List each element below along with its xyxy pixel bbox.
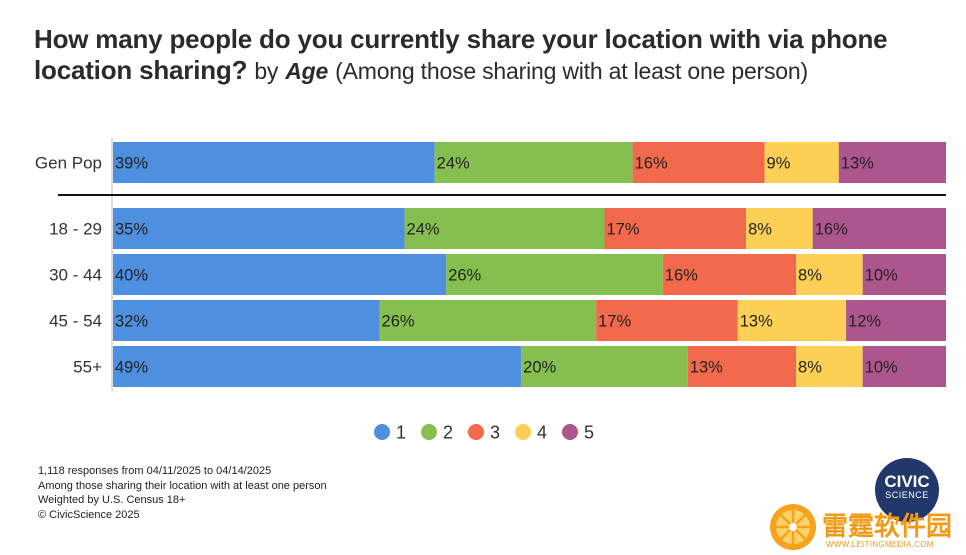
data-label: 17% xyxy=(606,221,639,239)
bar-segment xyxy=(662,254,797,295)
data-label: 12% xyxy=(848,313,881,331)
data-label: 26% xyxy=(448,267,481,285)
bar-segment xyxy=(746,208,813,249)
logo-line2: SCIENCE xyxy=(885,490,929,500)
bar-segment xyxy=(838,142,946,183)
bar-segment xyxy=(113,300,380,341)
legend-label: 3 xyxy=(490,423,500,443)
bar-segment xyxy=(796,254,863,295)
bar-segment xyxy=(846,300,946,341)
data-label: 16% xyxy=(665,267,698,285)
bar-segment xyxy=(521,346,688,387)
data-label: 9% xyxy=(767,155,791,173)
data-label: 8% xyxy=(748,221,772,239)
bar-segment xyxy=(596,300,738,341)
category-label: 45 - 54 xyxy=(49,312,102,331)
footnote-responses: 1,118 responses from 04/11/2025 to 04/14… xyxy=(38,465,272,477)
orange-slice-icon xyxy=(770,504,816,550)
legend-swatch xyxy=(468,424,484,440)
bar-segment xyxy=(404,208,605,249)
civicscience-logo: CIVIC SCIENCE xyxy=(875,458,939,522)
legend-label: 2 xyxy=(443,423,453,443)
data-label: 13% xyxy=(841,155,874,173)
data-label: 16% xyxy=(635,155,668,173)
bar-segment xyxy=(113,142,435,183)
data-label: 26% xyxy=(382,313,415,331)
data-label: 24% xyxy=(407,221,440,239)
data-label: 39% xyxy=(115,155,148,173)
bar-segment xyxy=(687,346,797,387)
watermark-url: WWW.LEITINGMEDIA.COM xyxy=(826,540,934,549)
footnote-population: Among those sharing their location with … xyxy=(38,479,327,492)
title-age: Age xyxy=(285,58,329,84)
data-label: 8% xyxy=(798,359,822,377)
data-label: 32% xyxy=(115,313,148,331)
bar-segment xyxy=(764,142,839,183)
bar-segment xyxy=(604,208,747,249)
bar-segment xyxy=(796,346,863,387)
legend-swatch xyxy=(374,424,390,440)
legend-label: 1 xyxy=(396,423,406,443)
chart-title: How many people do you currently share y… xyxy=(34,24,944,87)
category-label: 55+ xyxy=(73,358,102,377)
bar-segment xyxy=(434,142,633,183)
data-label: 13% xyxy=(740,313,773,331)
data-label: 24% xyxy=(437,155,470,173)
bar-segment xyxy=(113,208,405,249)
watermark-name: 雷霆软件园 xyxy=(822,512,953,542)
data-label: 40% xyxy=(115,267,148,285)
data-label: 20% xyxy=(523,359,556,377)
footnote-weighting: Weighted by U.S. Census 18+ xyxy=(38,494,186,506)
logo-line1: CIVIC xyxy=(884,472,930,491)
bar-segment xyxy=(862,254,946,295)
watermark: 雷霆软件园 WWW.LEITINGMEDIA.COM xyxy=(770,504,960,552)
legend-swatch xyxy=(421,424,437,440)
bar-segment xyxy=(113,346,522,387)
bar-segment xyxy=(737,300,847,341)
legend-swatch xyxy=(562,424,578,440)
legend-swatch xyxy=(515,424,531,440)
category-label: 18 - 29 xyxy=(49,220,102,239)
data-label: 49% xyxy=(115,359,148,377)
legend-label: 5 xyxy=(584,423,594,443)
data-label: 10% xyxy=(865,267,898,285)
category-label: 30 - 44 xyxy=(49,266,102,285)
data-label: 13% xyxy=(690,359,723,377)
title-by: by xyxy=(254,58,279,84)
data-label: 10% xyxy=(865,359,898,377)
category-label: Gen Pop xyxy=(35,154,102,173)
legend-label: 4 xyxy=(537,423,547,443)
data-label: 35% xyxy=(115,221,148,239)
bar-segment xyxy=(812,208,946,249)
data-label: 16% xyxy=(815,221,848,239)
data-label: 8% xyxy=(798,267,822,285)
bar-segment xyxy=(379,300,597,341)
data-label: 17% xyxy=(598,313,631,331)
footnotes: 1,118 responses from 04/11/2025 to 04/14… xyxy=(38,464,327,522)
bar-segment xyxy=(446,254,663,295)
bar-segment xyxy=(113,254,447,295)
title-subtitle: (Among those sharing with at least one p… xyxy=(335,58,808,84)
bar-segment xyxy=(862,346,946,387)
bar-segment xyxy=(632,142,765,183)
footnote-copyright: © CivicScience 2025 xyxy=(38,508,140,521)
title-question: How many people do you currently share y… xyxy=(34,24,888,85)
